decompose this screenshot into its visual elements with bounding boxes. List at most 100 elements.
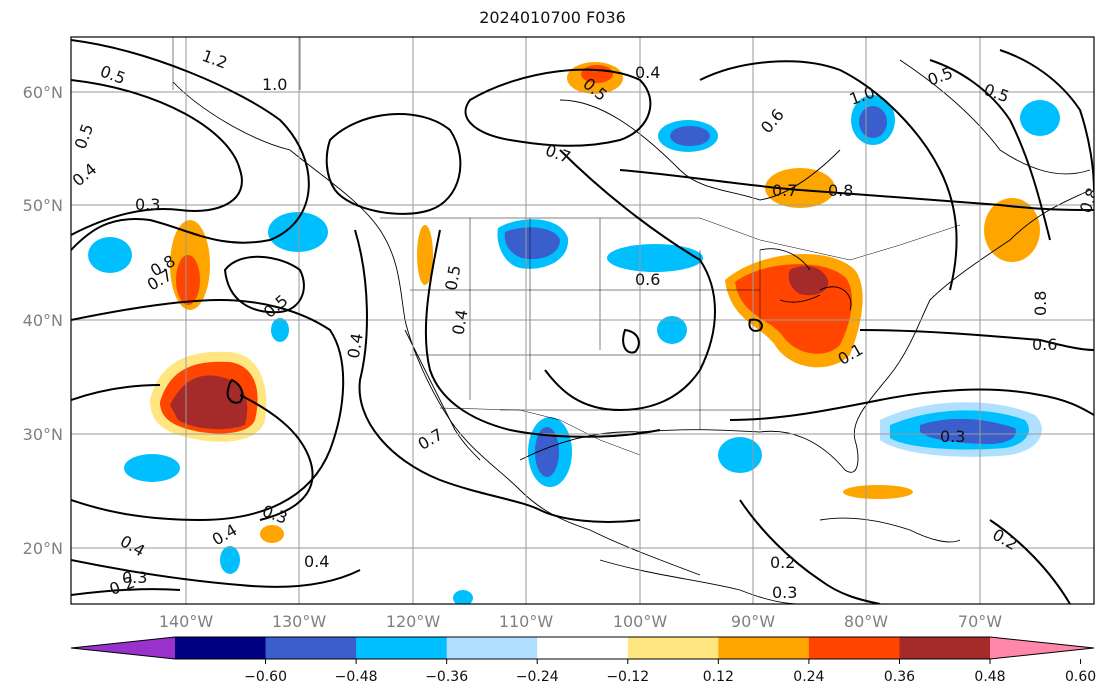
- contour-5: [223, 255, 305, 314]
- contour-8: [424, 229, 661, 438]
- fill-negative-mexico-2: [535, 427, 559, 477]
- contour-19: [71, 559, 361, 588]
- contour-label: 0.4: [344, 332, 367, 360]
- contour-11: [699, 60, 958, 291]
- colorbar-tick-label: −0.24: [516, 669, 559, 685]
- colorbar-tick-label: −0.36: [425, 669, 468, 685]
- colorbar-extend-right: [990, 637, 1094, 659]
- coast-centralam: [599, 559, 801, 604]
- contour-16: [999, 49, 1094, 191]
- colorbar: −0.60 −0.48 −0.36 −0.24 −0.12 0.12 0.24 0.36 0.4…: [70, 636, 1096, 685]
- contour-3: [71, 298, 345, 522]
- fill-negative-kansas: [657, 316, 687, 344]
- contour-label: 0.6: [1032, 335, 1057, 354]
- contour-6: [325, 113, 462, 215]
- contour-15: [929, 59, 1051, 241]
- lon-label: 80°W: [844, 612, 888, 631]
- colorbar-segment: [537, 637, 629, 659]
- fill-positive-caribbean: [843, 485, 913, 499]
- contour-label: 0.6: [635, 270, 660, 289]
- lon-label: 100°W: [613, 612, 668, 631]
- longitude-labels: 140°W 130°W 120°W 110°W 100°W 90°W 80°W …: [159, 612, 1002, 631]
- latitude-labels: 60°N 50°N 40°N 30°N 20°N: [23, 83, 63, 558]
- coast-hudson: [559, 99, 841, 201]
- map-frame: [70, 36, 1095, 605]
- colorbar-segment: [356, 637, 448, 659]
- lon-label: 120°W: [386, 612, 441, 631]
- fill-positive-bc-2: [176, 255, 200, 305]
- contour-label: 0.3: [122, 568, 147, 587]
- contour-label: 0.3: [772, 583, 797, 602]
- contour-9: [464, 68, 652, 147]
- contour-label: 0.2: [770, 553, 795, 572]
- coast-cuba: [819, 517, 961, 543]
- colorbar-segment: [627, 637, 719, 659]
- fill-negative-alaska: [88, 237, 132, 273]
- contour-label: 1.0: [262, 75, 287, 94]
- fill-negative-quebec-2: [859, 106, 887, 138]
- colorbar-segment: [899, 637, 991, 659]
- colorbar-tick-label: 0.36: [884, 669, 915, 685]
- fill-negative-dakota: [607, 244, 703, 272]
- lat-label: 30°N: [23, 425, 63, 444]
- colorbar-tick-label: 0.60: [1065, 669, 1096, 685]
- contour-10: [544, 149, 716, 412]
- fill-positive-greatlakes-3: [788, 265, 829, 296]
- contour-label: 0.4: [635, 63, 660, 82]
- lon-label: 90°W: [731, 612, 775, 631]
- fill-positive-ca: [417, 225, 433, 285]
- contour-label: 0.8: [828, 181, 853, 200]
- fill-negative-gulf-3: [920, 418, 1016, 445]
- colorbar-segment: [446, 637, 538, 659]
- lon-label: 140°W: [159, 612, 214, 631]
- colorbar-tick-label: 0.24: [793, 669, 824, 685]
- lat-label: 20°N: [23, 539, 63, 558]
- colorbar-ticks: −0.60 −0.48 −0.36 −0.24 −0.12 0.12 0.24 0.36 0.4…: [244, 659, 1096, 685]
- lat-label: 40°N: [23, 311, 63, 330]
- fill-positive-sw: [260, 525, 284, 543]
- contour-23: [748, 318, 763, 332]
- border-us-canada: [380, 217, 961, 261]
- contour-lines: [71, 39, 1094, 604]
- fill-negative-wa: [268, 212, 328, 252]
- colorbar-segment: [808, 637, 900, 659]
- contour-17: [739, 499, 881, 604]
- fill-negative-idaho-2: [504, 227, 560, 260]
- colorbar-segment: [718, 637, 810, 659]
- contour-1: [71, 39, 310, 251]
- fill-negative-texas: [718, 437, 762, 473]
- lon-label: 110°W: [499, 612, 554, 631]
- colorbar-outline: [70, 636, 1095, 660]
- contour-label: 0.8: [1031, 291, 1050, 316]
- fill-positive-ontario: [765, 168, 835, 208]
- contour-13: [729, 388, 1094, 421]
- colorbar-tick-label: −0.48: [335, 669, 378, 685]
- colorbar-tick-label: 0.48: [974, 669, 1005, 685]
- contour-label: 0.4: [304, 552, 329, 571]
- lon-label: 130°W: [272, 612, 327, 631]
- contour-label: 0.3: [940, 427, 965, 446]
- lat-label: 50°N: [23, 196, 63, 215]
- colorbar-tick-label: 0.12: [703, 669, 734, 685]
- contour-22: [622, 328, 640, 354]
- coast-quebec: [899, 59, 1091, 175]
- contour-14: [859, 329, 1094, 351]
- contour-label: 0.3: [135, 195, 160, 214]
- contour-2: [71, 79, 243, 236]
- colorbar-tick-label: −0.12: [606, 669, 649, 685]
- coast-westcoast: [172, 81, 701, 576]
- colorbar-segments: [70, 636, 1095, 660]
- anomaly-fills: [88, 62, 1060, 604]
- contour-7: [354, 229, 641, 523]
- lat-label: 60°N: [23, 83, 63, 102]
- fill-negative-manitoba-2: [670, 126, 710, 146]
- map-title: 2024010700 F036: [479, 8, 626, 27]
- contour-label: 0.7: [772, 181, 797, 200]
- fill-negative-south: [453, 590, 473, 604]
- contour-12: [619, 169, 1094, 211]
- fill-negative-labrador: [1020, 100, 1060, 136]
- border-us-mexico: [439, 407, 641, 456]
- contour-label: 0.5: [441, 264, 464, 292]
- fill-negative-sw-small: [220, 546, 240, 574]
